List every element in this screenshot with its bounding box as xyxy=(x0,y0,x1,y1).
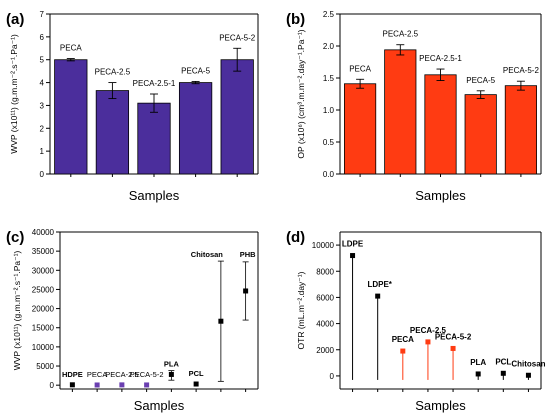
y-tick-label: 4000 xyxy=(316,320,334,329)
bar-data-label: PECA-2.5 xyxy=(95,68,131,77)
data-point xyxy=(400,348,406,354)
data-point xyxy=(119,382,125,388)
point-label: PLA xyxy=(164,359,180,368)
point-label: PECA-5-2 xyxy=(130,370,164,379)
y-tick-label: 0.5 xyxy=(323,138,335,147)
y-tick-label: 3 xyxy=(40,101,45,110)
point-label: PHB xyxy=(240,250,256,259)
bar-data-label: PECA-2.5 xyxy=(383,30,419,39)
data-point xyxy=(350,253,356,259)
y-tick-label: 10000 xyxy=(312,241,335,250)
data-point xyxy=(94,382,100,388)
data-point xyxy=(144,382,150,388)
bar xyxy=(384,49,417,175)
bar xyxy=(424,74,457,175)
point-label: PECA xyxy=(87,370,107,379)
x-axis-label: Samples xyxy=(129,188,180,203)
bar-data-label: PECA-2.5-1 xyxy=(419,54,462,63)
data-point xyxy=(525,372,531,378)
bar xyxy=(95,90,130,175)
bar-data-label: PECA-5-2 xyxy=(219,33,256,42)
data-point xyxy=(450,345,456,351)
y-tick-label: 1.0 xyxy=(323,106,335,115)
data-point xyxy=(243,288,249,294)
data-point xyxy=(500,370,506,376)
y-tick-label: 7 xyxy=(40,10,45,19)
bar-data-label: PECA xyxy=(349,64,371,73)
data-point xyxy=(425,339,431,345)
y-tick-label: 0 xyxy=(330,372,335,381)
chart-panel-a: 0 1 2 3 4 5 6 7 (a) Samples WVP (x10¹¹) (g.m.m⁻².s… xyxy=(6,10,259,203)
chart-panel-d: 0 2000 4000 6000 8000 10000 (d) Samples OTR (mL.… xyxy=(286,229,546,413)
bar-data-label: PECA-5 xyxy=(181,66,210,75)
bar xyxy=(178,82,213,175)
point-label: HDPE xyxy=(62,370,83,379)
point-label: PECA-5-2 xyxy=(435,332,472,341)
point-label: PECA-2.5 xyxy=(410,326,447,335)
y-tick-label: 40000 xyxy=(32,228,55,237)
y-axis-label: WVP (x10¹¹) (g.m.m⁻².s⁻¹.Pa⁻¹) xyxy=(12,251,22,371)
y-axis-label: WVP (x10¹¹) (g.m.m⁻².s⁻¹.Pa⁻¹) xyxy=(9,34,19,154)
y-tick-label: 35000 xyxy=(32,247,55,256)
x-axis-label: Samples xyxy=(415,398,466,413)
x-axis-label: Samples xyxy=(415,188,466,203)
y-tick-label: 2 xyxy=(40,124,45,133)
data-point xyxy=(218,318,224,324)
panel-label: (a) xyxy=(6,11,24,28)
bar-data-label: PECA-5-2 xyxy=(503,66,540,75)
point-label: LDPE* xyxy=(367,280,392,289)
y-tick-label: 8000 xyxy=(316,267,334,276)
y-tick-label: 30000 xyxy=(32,266,55,275)
bar xyxy=(504,85,537,175)
y-tick-label: 2.0 xyxy=(323,42,335,51)
point-label: PECA-2.5 xyxy=(105,370,138,379)
chart-panel-b: 0.0 0.5 1.0 1.5 2.0 2.5 (b) Samples OP (x10⁶) (c… xyxy=(286,10,542,203)
bar xyxy=(137,102,171,175)
y-tick-label: 25000 xyxy=(32,285,55,294)
x-axis-label: Samples xyxy=(134,398,185,413)
panel-label: (d) xyxy=(286,229,305,246)
data-point xyxy=(168,371,174,377)
y-tick-label: 15000 xyxy=(32,324,55,333)
y-tick-label: 10000 xyxy=(32,343,55,352)
y-tick-label: 0 xyxy=(40,170,45,179)
y-tick-label: 2.5 xyxy=(323,10,335,19)
point-label: PECA xyxy=(392,335,414,344)
y-tick-label: 6000 xyxy=(316,293,334,302)
point-label: Chitosan xyxy=(511,359,545,368)
y-tick-label: 20000 xyxy=(32,305,55,314)
data-point xyxy=(375,293,381,299)
y-axis-label: OTR (mL.m⁻².day⁻¹) xyxy=(296,271,306,349)
bar xyxy=(220,59,254,175)
y-tick-label: 0 xyxy=(50,381,55,390)
bar xyxy=(344,83,377,175)
data-point xyxy=(475,371,481,377)
bar-data-label: PECA-5 xyxy=(466,76,495,85)
point-label: PLA xyxy=(470,358,486,367)
y-tick-label: 5000 xyxy=(36,362,54,371)
data-point xyxy=(69,382,75,388)
y-tick-label: 0.0 xyxy=(323,170,335,179)
y-tick-label: 1 xyxy=(40,147,45,156)
point-label: PCL xyxy=(189,369,204,378)
bar-data-label: PECA-2.5-1 xyxy=(133,79,176,88)
bar-data-label: PECA xyxy=(60,44,82,53)
y-tick-label: 6 xyxy=(40,33,45,42)
point-label: PCL xyxy=(495,357,511,366)
bar xyxy=(464,94,497,175)
y-tick-label: 5 xyxy=(40,56,45,65)
y-tick-label: 4 xyxy=(40,79,45,88)
y-tick-label: 1.5 xyxy=(323,74,335,83)
bar xyxy=(54,59,88,175)
data-point xyxy=(193,381,199,387)
panel-label: (c) xyxy=(6,229,24,246)
y-axis-label: OP (x10⁶) (cm³.m.m⁻².day⁻¹.Pa⁻¹) xyxy=(296,29,306,158)
panel-label: (b) xyxy=(286,11,305,28)
y-tick-label: 2000 xyxy=(316,346,334,355)
point-label: Chitosan xyxy=(191,250,224,259)
point-label: LDPE xyxy=(342,240,364,249)
chart-panel-c: 0 5000 10000 15000 20000 25000 30000 35000 40000… xyxy=(6,228,259,413)
